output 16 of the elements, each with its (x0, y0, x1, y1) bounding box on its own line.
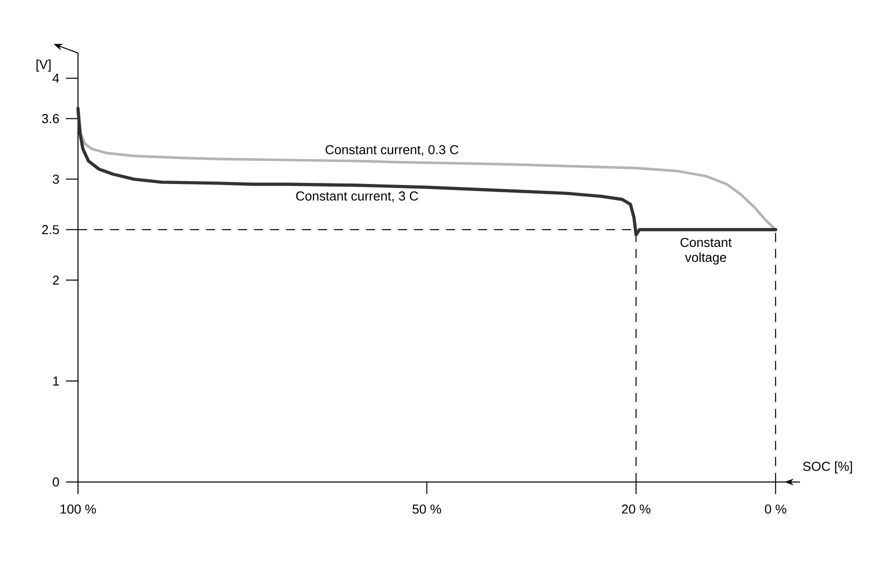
x-tick-label: 100 % (60, 504, 96, 514)
y-tick-label: 4 (52, 74, 60, 83)
annotation: Constant voltage (680, 238, 732, 265)
y-tick-label: 2 (52, 276, 59, 285)
x-tick-label: 50 % (412, 504, 442, 514)
y-tick-label: 2.5 (42, 225, 59, 234)
x-tick-label: 20 % (622, 504, 650, 514)
series-label: Constant current, 3 C (296, 191, 418, 202)
y-tick-label: 1 (53, 376, 59, 386)
x-tick-label: 0 % (764, 504, 786, 514)
y-axis-title: [V] (36, 60, 51, 72)
y-tick-label: 3 (52, 174, 59, 184)
series-label: Constant current, 0.3 C (326, 145, 458, 156)
y-tick-label: 0 (52, 477, 59, 487)
y-tick-label: 3.6 (42, 114, 59, 124)
x-axis-title: SOC [%] (803, 461, 852, 474)
